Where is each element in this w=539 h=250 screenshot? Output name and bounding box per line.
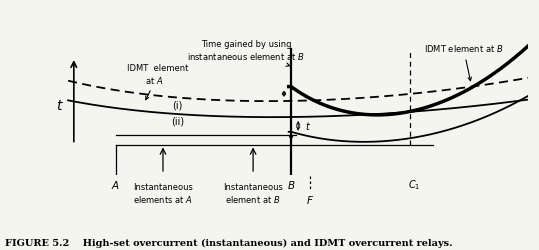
Text: IDMT element at $B$: IDMT element at $B$ [424,44,503,81]
Text: $B$: $B$ [287,178,295,190]
Text: (ii): (ii) [171,117,184,127]
Text: Instantaneous
element at $B$: Instantaneous element at $B$ [223,183,283,205]
Text: (i): (i) [172,100,182,110]
Text: $C_1$: $C_1$ [408,178,420,192]
Text: Instantaneous
elements at $A$: Instantaneous elements at $A$ [133,183,193,205]
Text: FIGURE 5.2    High-set overcurrent (instantaneous) and IDMT overcurrent relays.: FIGURE 5.2 High-set overcurrent (instant… [5,238,453,248]
Text: $t$: $t$ [56,99,64,113]
Text: IDMT  element
       at $A$: IDMT element at $A$ [127,64,189,100]
Text: $t$: $t$ [305,120,312,132]
Text: Time gained by using
instantaneous element at $B$: Time gained by using instantaneous eleme… [187,40,305,66]
Text: $A$: $A$ [111,178,120,190]
Text: $F$: $F$ [306,194,314,206]
